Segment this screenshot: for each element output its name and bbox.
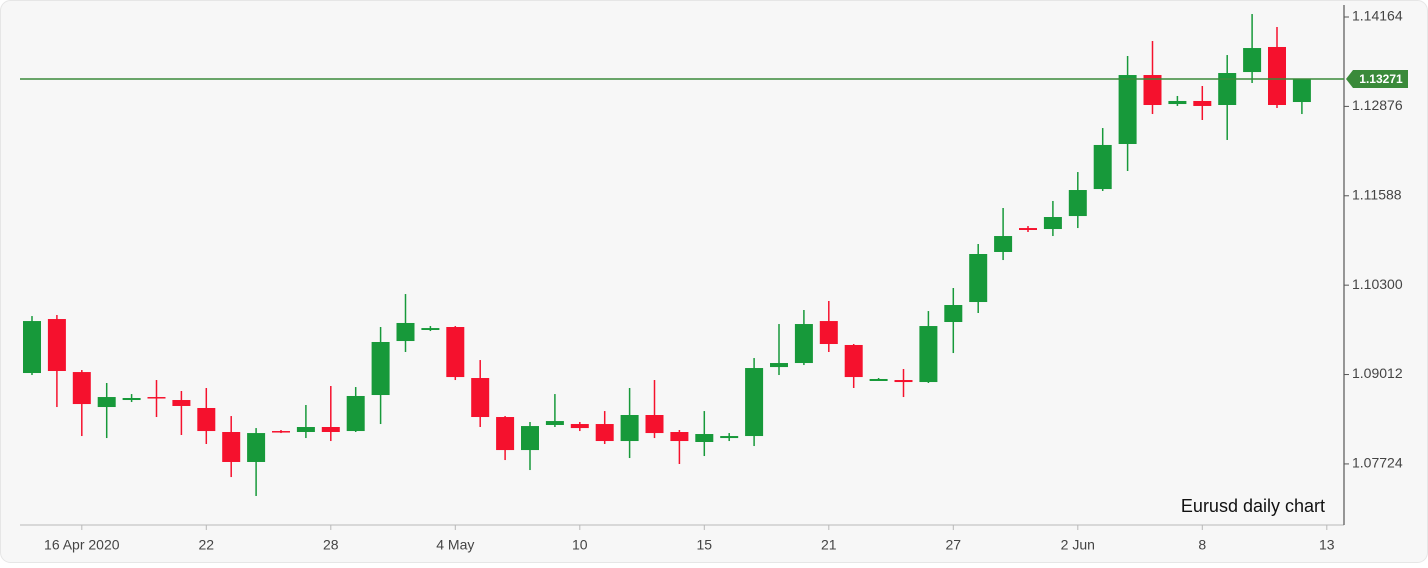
candle-body (894, 380, 913, 383)
candle-body (296, 427, 315, 433)
x-tick-label: 15 (697, 537, 713, 553)
candles (23, 14, 1311, 496)
x-tick-label: 4 May (436, 537, 474, 553)
candle-body (371, 341, 390, 396)
candle-body (496, 417, 515, 451)
candle-body (1043, 217, 1062, 230)
chart-annotation: Eurusd daily chart (1181, 496, 1325, 516)
candle-body (570, 424, 589, 429)
candle-body (23, 321, 41, 374)
candle-body (869, 378, 888, 381)
candle-body (1168, 100, 1187, 105)
x-tick-label: 21 (821, 537, 837, 553)
candle-body (1292, 78, 1311, 103)
candle-body (396, 322, 415, 342)
current-price-tag (1346, 69, 1408, 88)
candle-body (1143, 75, 1162, 106)
candle-body (745, 368, 764, 437)
candle-body (247, 433, 266, 462)
candle-body (620, 415, 639, 442)
y-tick-label: 1.07724 (1352, 455, 1403, 471)
candle-body (1068, 190, 1087, 217)
candle-body (919, 326, 938, 383)
candle-body (720, 436, 739, 439)
candle-body (521, 426, 539, 451)
candle-body (969, 254, 988, 303)
candle-body (994, 236, 1013, 252)
candle-body (446, 327, 465, 378)
candle-body (944, 305, 963, 323)
candle-body (645, 415, 664, 434)
candle-body (321, 427, 340, 433)
candle-body (545, 421, 564, 425)
candle-body (197, 407, 216, 432)
x-tick-label: 28 (323, 537, 339, 553)
candle-body (819, 321, 838, 345)
candle-body (97, 397, 116, 408)
y-tick-label: 1.12876 (1352, 97, 1403, 113)
current-price-label: 1.13271 (1359, 72, 1403, 86)
candle-body (1243, 48, 1262, 73)
x-tick-label: 16 Apr 2020 (44, 537, 120, 553)
x-tick-label: 10 (572, 537, 588, 553)
x-tick-label: 27 (946, 537, 962, 553)
y-tick-label: 1.10300 (1352, 276, 1403, 292)
candle-body (1118, 75, 1137, 145)
y-tick-label: 1.11588 (1352, 186, 1402, 202)
y-tick-label: 1.09012 (1352, 365, 1403, 381)
candle-body (794, 324, 813, 364)
candle-body (1218, 73, 1237, 106)
candle-body (595, 424, 614, 442)
candle-body (346, 395, 365, 432)
candle-body (1193, 100, 1212, 106)
y-tick-label: 1.14164 (1352, 8, 1403, 24)
candle-body (670, 432, 689, 442)
candle-body (1019, 228, 1037, 230)
candle-body (272, 431, 290, 433)
candle-body (1268, 46, 1286, 106)
candle-body (770, 363, 788, 368)
candle-body (72, 372, 91, 405)
candle-body (172, 400, 191, 406)
candle-body (47, 319, 66, 372)
x-tick-label: 2 Jun (1061, 537, 1095, 553)
x-tick-label: 22 (199, 537, 215, 553)
candle-body (122, 398, 141, 401)
candle-body (1093, 144, 1112, 190)
candle-body (471, 378, 490, 418)
x-tick-label: 13 (1319, 537, 1335, 553)
candle-body (222, 432, 241, 462)
x-tick-label: 8 (1198, 537, 1206, 553)
candle-body (147, 397, 166, 399)
candle-body (695, 434, 714, 442)
candle-body (421, 328, 440, 330)
candle-body (844, 344, 863, 378)
